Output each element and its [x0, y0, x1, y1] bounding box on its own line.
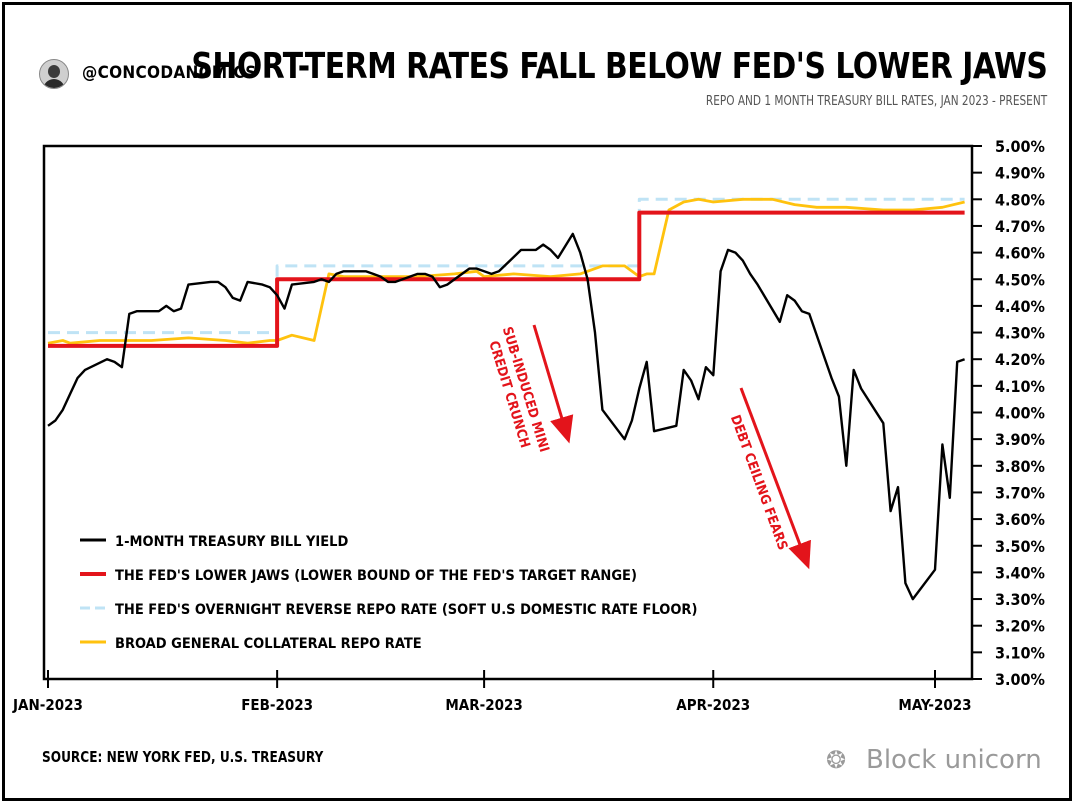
arrow-debt-ceiling [739, 387, 811, 570]
x-tick-label: JAN-2023 [12, 696, 83, 714]
x-tick-label: MAR-2023 [445, 696, 522, 714]
source-note: SOURCE: NEW YORK FED, U.S. TREASURY [42, 748, 324, 766]
arrow-credit-crunch [532, 324, 574, 444]
y-tick-label: 3.90% [995, 430, 1045, 449]
y-tick-label: 4.70% [995, 217, 1045, 236]
author-handle: @CONCODANOMICS [82, 63, 257, 83]
x-tick-label: APR-2023 [676, 696, 750, 714]
avatar [39, 59, 69, 89]
legend-label: BROAD GENERAL COLLATERAL REPO RATE [115, 636, 422, 652]
chart-title: SHORT-TERM RATES FALL BELOW FED'S LOWER … [190, 46, 1047, 87]
y-tick-label: 3.00% [995, 670, 1045, 689]
watermark: ❂ Block unicorn [826, 745, 1042, 775]
lower-jaws-line [48, 210, 965, 348]
watermark-text: Block unicorn [866, 745, 1042, 775]
y-tick-label: 3.30% [995, 590, 1045, 609]
y-tick-label: 3.50% [995, 537, 1045, 556]
chart-subtitle: REPO AND 1 MONTH TREASURY BILL RATES, JA… [705, 94, 1047, 109]
tbill-line [47, 232, 966, 601]
series-group [47, 197, 966, 601]
annotation-credit-crunch: SUB-INDUCED MINICREDIT CRUNCH [483, 325, 553, 459]
y-tick-label: 4.50% [995, 270, 1045, 289]
y-tick-label: 4.80% [995, 190, 1045, 209]
y-tick-label: 4.40% [995, 297, 1045, 316]
legend-label: THE FED'S OVERNIGHT REVERSE REPO RATE (S… [115, 602, 697, 618]
legend: 1-MONTH TREASURY BILL YIELD THE FED'S LOW… [80, 534, 697, 652]
y-tick-label: 4.00% [995, 404, 1045, 423]
y-tick-label: 3.80% [995, 457, 1045, 476]
y-tick-label: 4.90% [995, 164, 1045, 183]
rrp-line [48, 197, 965, 335]
legend-label: THE FED'S LOWER JAWS (LOWER BOUND OF THE… [115, 568, 637, 584]
y-tick-label: 3.60% [995, 510, 1045, 529]
y-tick-label: 4.60% [995, 244, 1045, 263]
y-tick-label: 3.40% [995, 563, 1045, 582]
y-tick-label: 3.10% [995, 643, 1045, 662]
x-axis: JAN-2023 FEB-2023 MAR-2023 APR-2023 MAY-2023 [12, 670, 972, 714]
y-tick-label: 5.00% [995, 137, 1045, 156]
y-tick-label: 4.10% [995, 377, 1045, 396]
y-axis: 3.00% 3.10% 3.20% 3.30% 3.40% 3.50% 3.60% 3.70%… [972, 137, 1045, 689]
x-tick-label: MAY-2023 [898, 696, 971, 714]
y-tick-label: 3.20% [995, 617, 1045, 636]
y-tick-label: 3.70% [995, 483, 1045, 502]
y-tick-label: 4.30% [995, 324, 1045, 343]
x-tick-label: FEB-2023 [241, 696, 313, 714]
legend-label: 1-MONTH TREASURY BILL YIELD [115, 534, 348, 550]
wechat-icon: ❂ [826, 746, 847, 774]
y-tick-label: 4.20% [995, 350, 1045, 369]
bgcr-line [47, 197, 965, 345]
